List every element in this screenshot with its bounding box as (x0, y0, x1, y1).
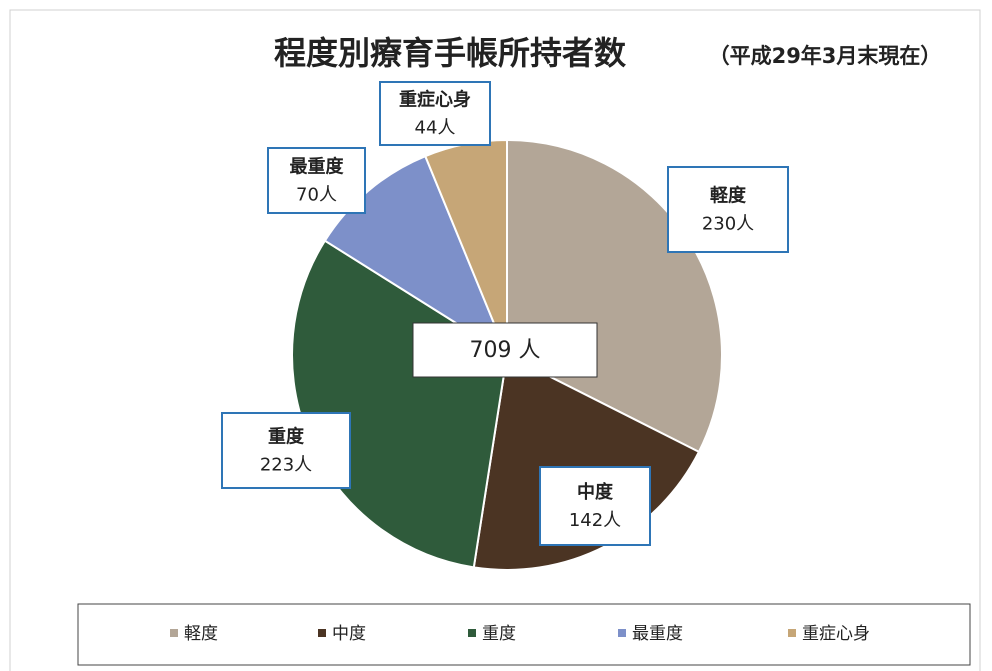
legend: 軽度 中度 重度 最重度 重症心身 (170, 624, 870, 644)
chart-title: 程度別療育手帳所持者数 (274, 34, 627, 72)
legend-label: 最重度 (632, 624, 683, 644)
legend-box (77, 603, 971, 666)
center-box (412, 322, 598, 378)
slice-label: 最重度 (290, 156, 345, 178)
slice-label: 重度 (268, 426, 305, 448)
label-box (539, 466, 651, 546)
legend-label: 重症心身 (802, 624, 870, 644)
pie-slice (323, 154, 510, 358)
label-box (379, 81, 491, 146)
slice-label: 中度 (577, 481, 614, 503)
slice-label: 重症心身 (399, 89, 471, 111)
label-box (667, 166, 789, 253)
legend-swatch (468, 629, 476, 637)
legend-swatch (788, 629, 796, 637)
legend-swatch (618, 629, 626, 637)
legend-swatch (170, 629, 178, 637)
value-label: 44人 (415, 118, 456, 139)
legend-label: 中度 (332, 624, 366, 644)
value-label: 230人 (702, 214, 754, 235)
center-label: 709 人 (470, 338, 541, 363)
value-label: 142人 (569, 510, 621, 531)
label-box (267, 147, 366, 214)
legend-label: 軽度 (184, 624, 218, 644)
value-label: 223人 (260, 455, 312, 476)
legend-swatch (318, 629, 326, 637)
chart-subtitle: （平成29年3月末現在） (709, 44, 942, 68)
slice-label: 軽度 (710, 185, 747, 207)
value-label: 70人 (296, 185, 337, 206)
label-box (221, 412, 351, 489)
legend-label: 重度 (482, 624, 516, 644)
